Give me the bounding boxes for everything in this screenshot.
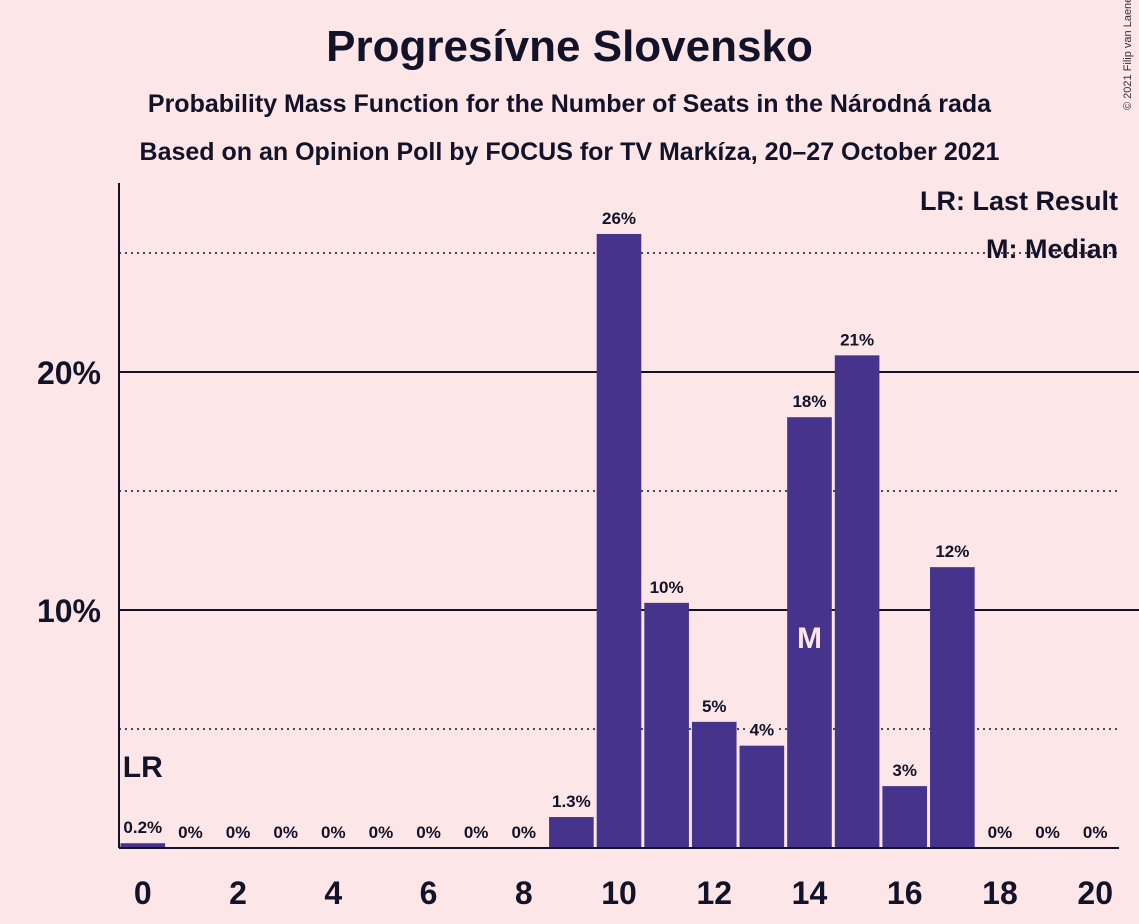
bar-value-label: 0% (1035, 823, 1060, 842)
median-marker: M (797, 622, 822, 655)
bar-labels: 0.2% 0% 0% 0% 0% 0% 0% 0% 0% 1.3% 26% 10% 5% 4% 18% 21%… (121, 207, 1109, 844)
x-tick-label: 6 (420, 875, 438, 911)
y-tick-label: 10% (37, 593, 101, 629)
bar-seat-0 (120, 843, 166, 848)
bar-value-label: 0% (178, 823, 203, 842)
x-tick-label: 14 (792, 875, 828, 911)
bar-value-label: 1.3% (552, 792, 591, 811)
bar-value-label: 12% (935, 542, 969, 561)
axes: 10% 20% 0 2 4 6 8 10 12 14 16 18 20 (37, 183, 1119, 911)
bar-value-label: 18% (792, 392, 826, 411)
x-tick-label: 18 (982, 875, 1018, 911)
legend: LR: Last Result M: Median (920, 186, 1118, 264)
legend-entry: M: Median (986, 234, 1118, 264)
bar-seat-17 (930, 567, 975, 848)
bar-value-label: 0% (321, 823, 346, 842)
x-tick-label: 8 (515, 875, 533, 911)
bar-value-label: 26% (602, 209, 636, 228)
bar-value-label: 0% (464, 823, 489, 842)
bar-value-label: 4% (750, 721, 775, 740)
x-tick-label: 2 (229, 875, 247, 911)
bar-seat-13 (739, 745, 785, 848)
bar-value-label: 0% (1083, 823, 1108, 842)
bar-seat-11 (644, 602, 689, 848)
bar-value-label: 0% (369, 823, 394, 842)
chart-title: Progresívne Slovensko (326, 22, 813, 71)
x-tick-label: 4 (324, 875, 342, 911)
bar-value-label: 0% (226, 823, 251, 842)
bar-seat-10 (596, 233, 642, 848)
bar-value-label: 0% (416, 823, 441, 842)
bar-seat-16 (882, 786, 928, 848)
x-tick-label: 0 (134, 875, 152, 911)
bar-seat-9 (549, 817, 594, 848)
chart-subtitle-1: Probability Mass Function for the Number… (147, 90, 992, 118)
x-tick-label: 16 (887, 875, 923, 911)
x-tick-label: 20 (1077, 875, 1113, 911)
bar-value-label: 0% (273, 823, 298, 842)
bars (120, 233, 975, 848)
bar-value-label: 0.2% (123, 818, 162, 837)
legend-entry: LR: Last Result (920, 186, 1118, 216)
chart-subtitle-2: Based on an Opinion Poll by FOCUS for TV… (139, 138, 1000, 166)
y-tick-label: 20% (37, 355, 101, 391)
bar-value-label: 21% (840, 330, 874, 349)
bar-value-label: 3% (892, 761, 917, 780)
last-result-marker: LR (123, 751, 163, 784)
x-tick-label: 10 (601, 875, 637, 911)
bar-seat-14 (787, 417, 832, 848)
bar-value-label: 5% (702, 697, 727, 716)
bar-value-label: 0% (511, 823, 536, 842)
bar-value-label: 10% (650, 578, 684, 597)
bar-value-label: 0% (988, 823, 1013, 842)
x-tick-label: 12 (696, 875, 732, 911)
bar-seat-15 (834, 355, 880, 848)
bar-seat-12 (691, 721, 737, 848)
